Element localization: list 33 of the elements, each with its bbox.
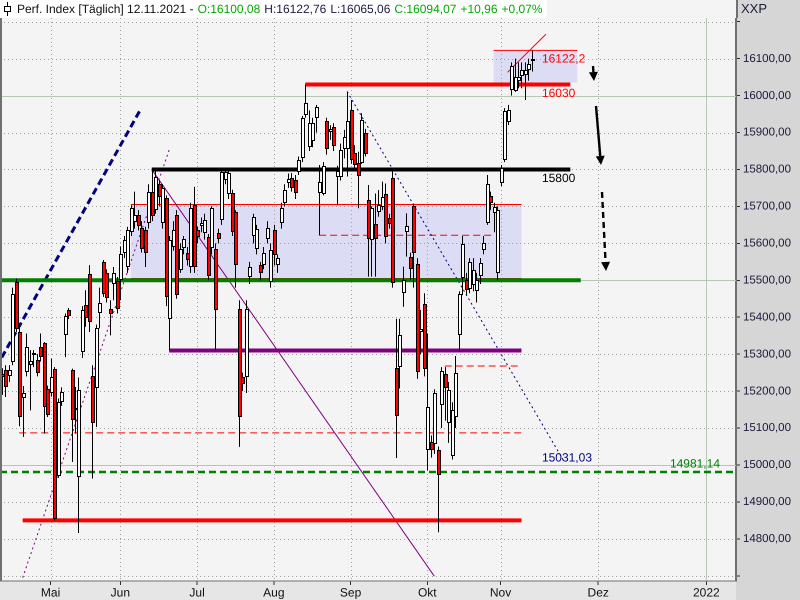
series-label: 16122,2 — [542, 52, 586, 66]
x-tick-label: Sep — [340, 586, 362, 600]
y-tick-label: 16000,00 — [743, 90, 791, 102]
y-tick-label: 15600,00 — [743, 238, 791, 250]
x-tick-label: 2022 — [693, 586, 720, 600]
y-tick-label: 15300,00 — [743, 348, 791, 360]
ref-line-label: 14981,14 — [670, 456, 720, 470]
series-label: 15800 — [542, 170, 576, 185]
y-tick-label: 15400,00 — [743, 311, 791, 324]
y-tick-label: 14800,00 — [743, 533, 791, 546]
x-tick-label: Aug — [263, 586, 284, 600]
y-tick-label: 15800,00 — [743, 164, 791, 176]
series-label: 16030 — [542, 86, 576, 100]
x-tick-label: Jul — [189, 586, 205, 600]
chart-subtitle: O:16100,08 H:16122,76 L:16065,06 C:16094,07 +10,96 +0,07% — [198, 2, 543, 16]
x-tick-label: Mai — [40, 586, 60, 600]
chart-title: Perf. Index [Täglich] 12.11.2021 - — [17, 2, 194, 16]
y-tick-label: 15000,00 — [743, 459, 791, 472]
y-tick-label: 14900,00 — [743, 496, 791, 508]
x-tick-label: Nov — [490, 586, 512, 600]
y-tick-label: 15700,00 — [743, 200, 791, 213]
y-tick-label: 15200,00 — [743, 385, 791, 398]
y-tick-label: 15900,00 — [743, 126, 791, 139]
x-tick-label: Jun — [110, 586, 130, 600]
series-label: 15031,03 — [542, 450, 592, 465]
y-tick-label: 15500,00 — [743, 274, 791, 286]
candlestick — [531, 50, 535, 72]
x-tick-label: Okt — [418, 586, 438, 600]
y-tick-label: 16100,00 — [743, 52, 791, 65]
y-tick-label: 15100,00 — [743, 422, 791, 434]
y-axis-title: XXP — [741, 1, 768, 16]
x-tick-label: Dez — [588, 586, 609, 600]
candlestick — [1, 368, 5, 395]
